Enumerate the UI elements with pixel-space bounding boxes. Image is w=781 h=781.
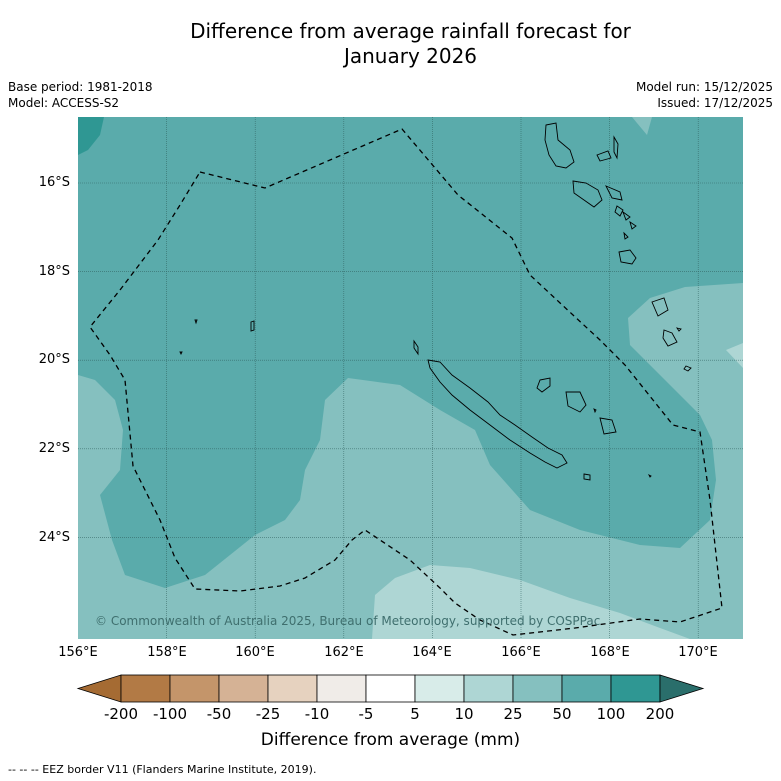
rain-anomaly-25-50-south [78, 283, 743, 639]
colorbar-tick-0: -200 [103, 705, 139, 723]
colorbar-segment-9 [512, 674, 563, 703]
eez-footnote: -- -- -- EEZ border V11 (Flanders Marine… [8, 763, 317, 776]
colorbar-tick-10: 100 [596, 705, 626, 723]
colorbar-arrow-low [76, 674, 122, 703]
title-line-2: January 2026 [343, 44, 478, 68]
rain-anomaly-25-50-north [632, 117, 652, 135]
lat-label-16s: 16°S [38, 175, 70, 190]
colorbar-segment-3 [218, 674, 269, 703]
colorbar-segment-1 [120, 674, 171, 703]
colorbar-tick-8: 25 [503, 705, 523, 723]
colorbar [76, 674, 705, 703]
lat-label-20s: 20°S [38, 352, 70, 367]
issued-text: Issued: 17/12/2025 [657, 96, 773, 110]
colorbar-tick-3: -25 [255, 705, 281, 723]
colorbar-arrow-high [659, 674, 705, 703]
meta-right: Model run: 15/12/2025 Issued: 17/12/2025 [636, 79, 773, 111]
meta-left: Base period: 1981-2018 Model: ACCESS-S2 [8, 79, 153, 111]
colorbar-tick-7: 10 [454, 705, 474, 723]
map-title: Difference from average rainfall forecas… [0, 19, 781, 69]
colorbar-segment-8 [463, 674, 514, 703]
eez-border [89, 128, 723, 636]
lon-label-168e: 168°E [590, 645, 630, 660]
new-caledonia-islands [179, 319, 652, 481]
copyright-text: © Commonwealth of Australia 2025, Bureau… [95, 614, 601, 628]
vanuatu-islands [544, 122, 692, 372]
lat-label-18s: 18°S [38, 264, 70, 279]
rain-anomaly-100-200-northwest [78, 117, 104, 155]
colorbar-segment-2 [169, 674, 220, 703]
colorbar-tick-4: -10 [304, 705, 330, 723]
rain-anomaly-10-25-east [726, 343, 743, 368]
rain-anomaly-10-25-south [372, 565, 690, 639]
colorbar-segment-4 [267, 674, 318, 703]
colorbar-tick-9: 50 [552, 705, 572, 723]
title-line-1: Difference from average rainfall forecas… [190, 19, 631, 43]
base-period-text: Base period: 1981-2018 [8, 80, 153, 94]
lon-label-164e: 164°E [412, 645, 452, 660]
colorbar-tick-2: -50 [206, 705, 232, 723]
lon-label-156e: 156°E [58, 645, 98, 660]
colorbar-segment-5 [316, 674, 367, 703]
colorbar-segment-11 [610, 674, 661, 703]
lat-label-24s: 24°S [38, 530, 70, 545]
lon-label-170e: 170°E [678, 645, 718, 660]
lon-label-158e: 158°E [147, 645, 187, 660]
model-text: Model: ACCESS-S2 [8, 96, 120, 110]
gridlines [78, 117, 743, 639]
colorbar-tick-5: -5 [358, 705, 374, 723]
colorbar-tick-1: -100 [152, 705, 188, 723]
colorbar-segment-10 [561, 674, 612, 703]
colorbar-segment-6 [365, 674, 416, 703]
lon-label-166e: 166°E [501, 645, 541, 660]
colorbar-tick-6: 5 [410, 705, 420, 723]
lon-label-162e: 162°E [324, 645, 364, 660]
model-run-text: Model run: 15/12/2025 [635, 80, 773, 94]
colorbar-segment-7 [414, 674, 465, 703]
lon-label-160e: 160°E [235, 645, 275, 660]
lat-label-22s: 22°S [38, 441, 70, 456]
colorbar-tick-11: 200 [645, 705, 675, 723]
colorbar-title: Difference from average (mm) [260, 730, 521, 750]
